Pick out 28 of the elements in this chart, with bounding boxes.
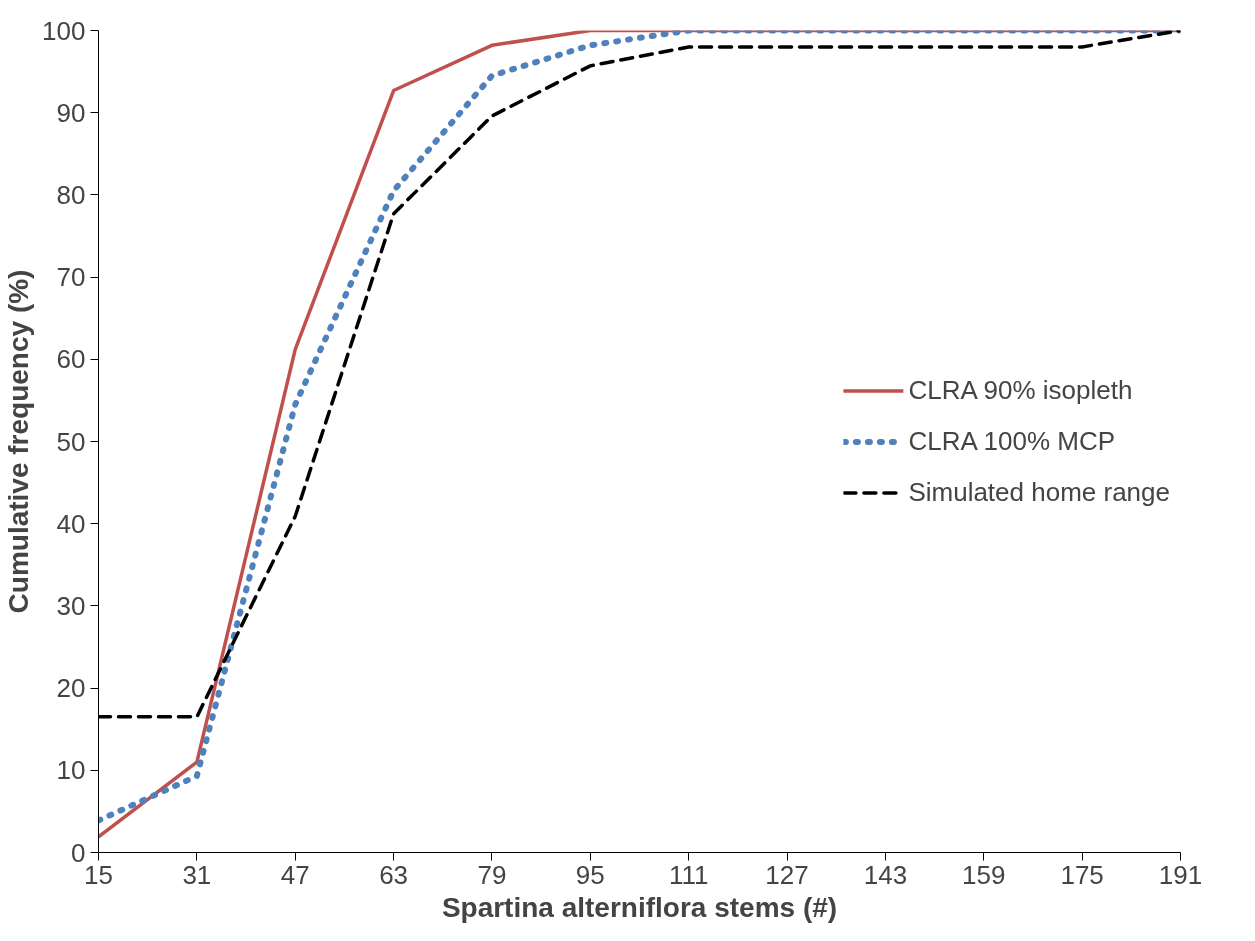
x-tick-label: 63 xyxy=(379,859,409,890)
x-tick-label: 47 xyxy=(280,859,310,890)
x-tick-label: 191 xyxy=(1158,859,1203,890)
x-tick-label: 127 xyxy=(765,859,809,890)
y-tick-label: 30 xyxy=(56,590,86,621)
x-tick-label: 143 xyxy=(863,859,908,890)
y-tick-label: 100 xyxy=(42,15,86,46)
y-tick-label: 40 xyxy=(56,508,86,539)
y-tick-label: 0 xyxy=(71,837,86,868)
x-tick-label: 15 xyxy=(84,859,113,890)
x-tick-label: 95 xyxy=(575,859,605,890)
x-tick-label: 31 xyxy=(182,859,212,890)
legend-label: CLRA 100% MCP xyxy=(908,425,1116,457)
y-tick-label: 50 xyxy=(56,426,86,457)
y-tick-label: 10 xyxy=(56,755,86,786)
x-tick-label: 159 xyxy=(962,859,1006,890)
x-tick-label: 79 xyxy=(477,859,507,890)
y-axis-title: Cumulative frequency (%) xyxy=(3,269,35,614)
y-tick-label: 70 xyxy=(56,262,86,293)
legend-label: CLRA 90% isopleth xyxy=(908,374,1133,406)
x-tick-label: 175 xyxy=(1060,859,1104,890)
y-tick-label: 20 xyxy=(56,673,86,704)
y-tick-label: 80 xyxy=(56,179,86,210)
x-tick-label: 111 xyxy=(668,859,709,890)
legend-label: Simulated home range xyxy=(908,476,1170,508)
y-tick-label: 60 xyxy=(56,344,86,375)
x-axis-title: Spartina alterniflora stems (#) xyxy=(441,891,838,923)
y-tick-label: 90 xyxy=(56,97,86,128)
